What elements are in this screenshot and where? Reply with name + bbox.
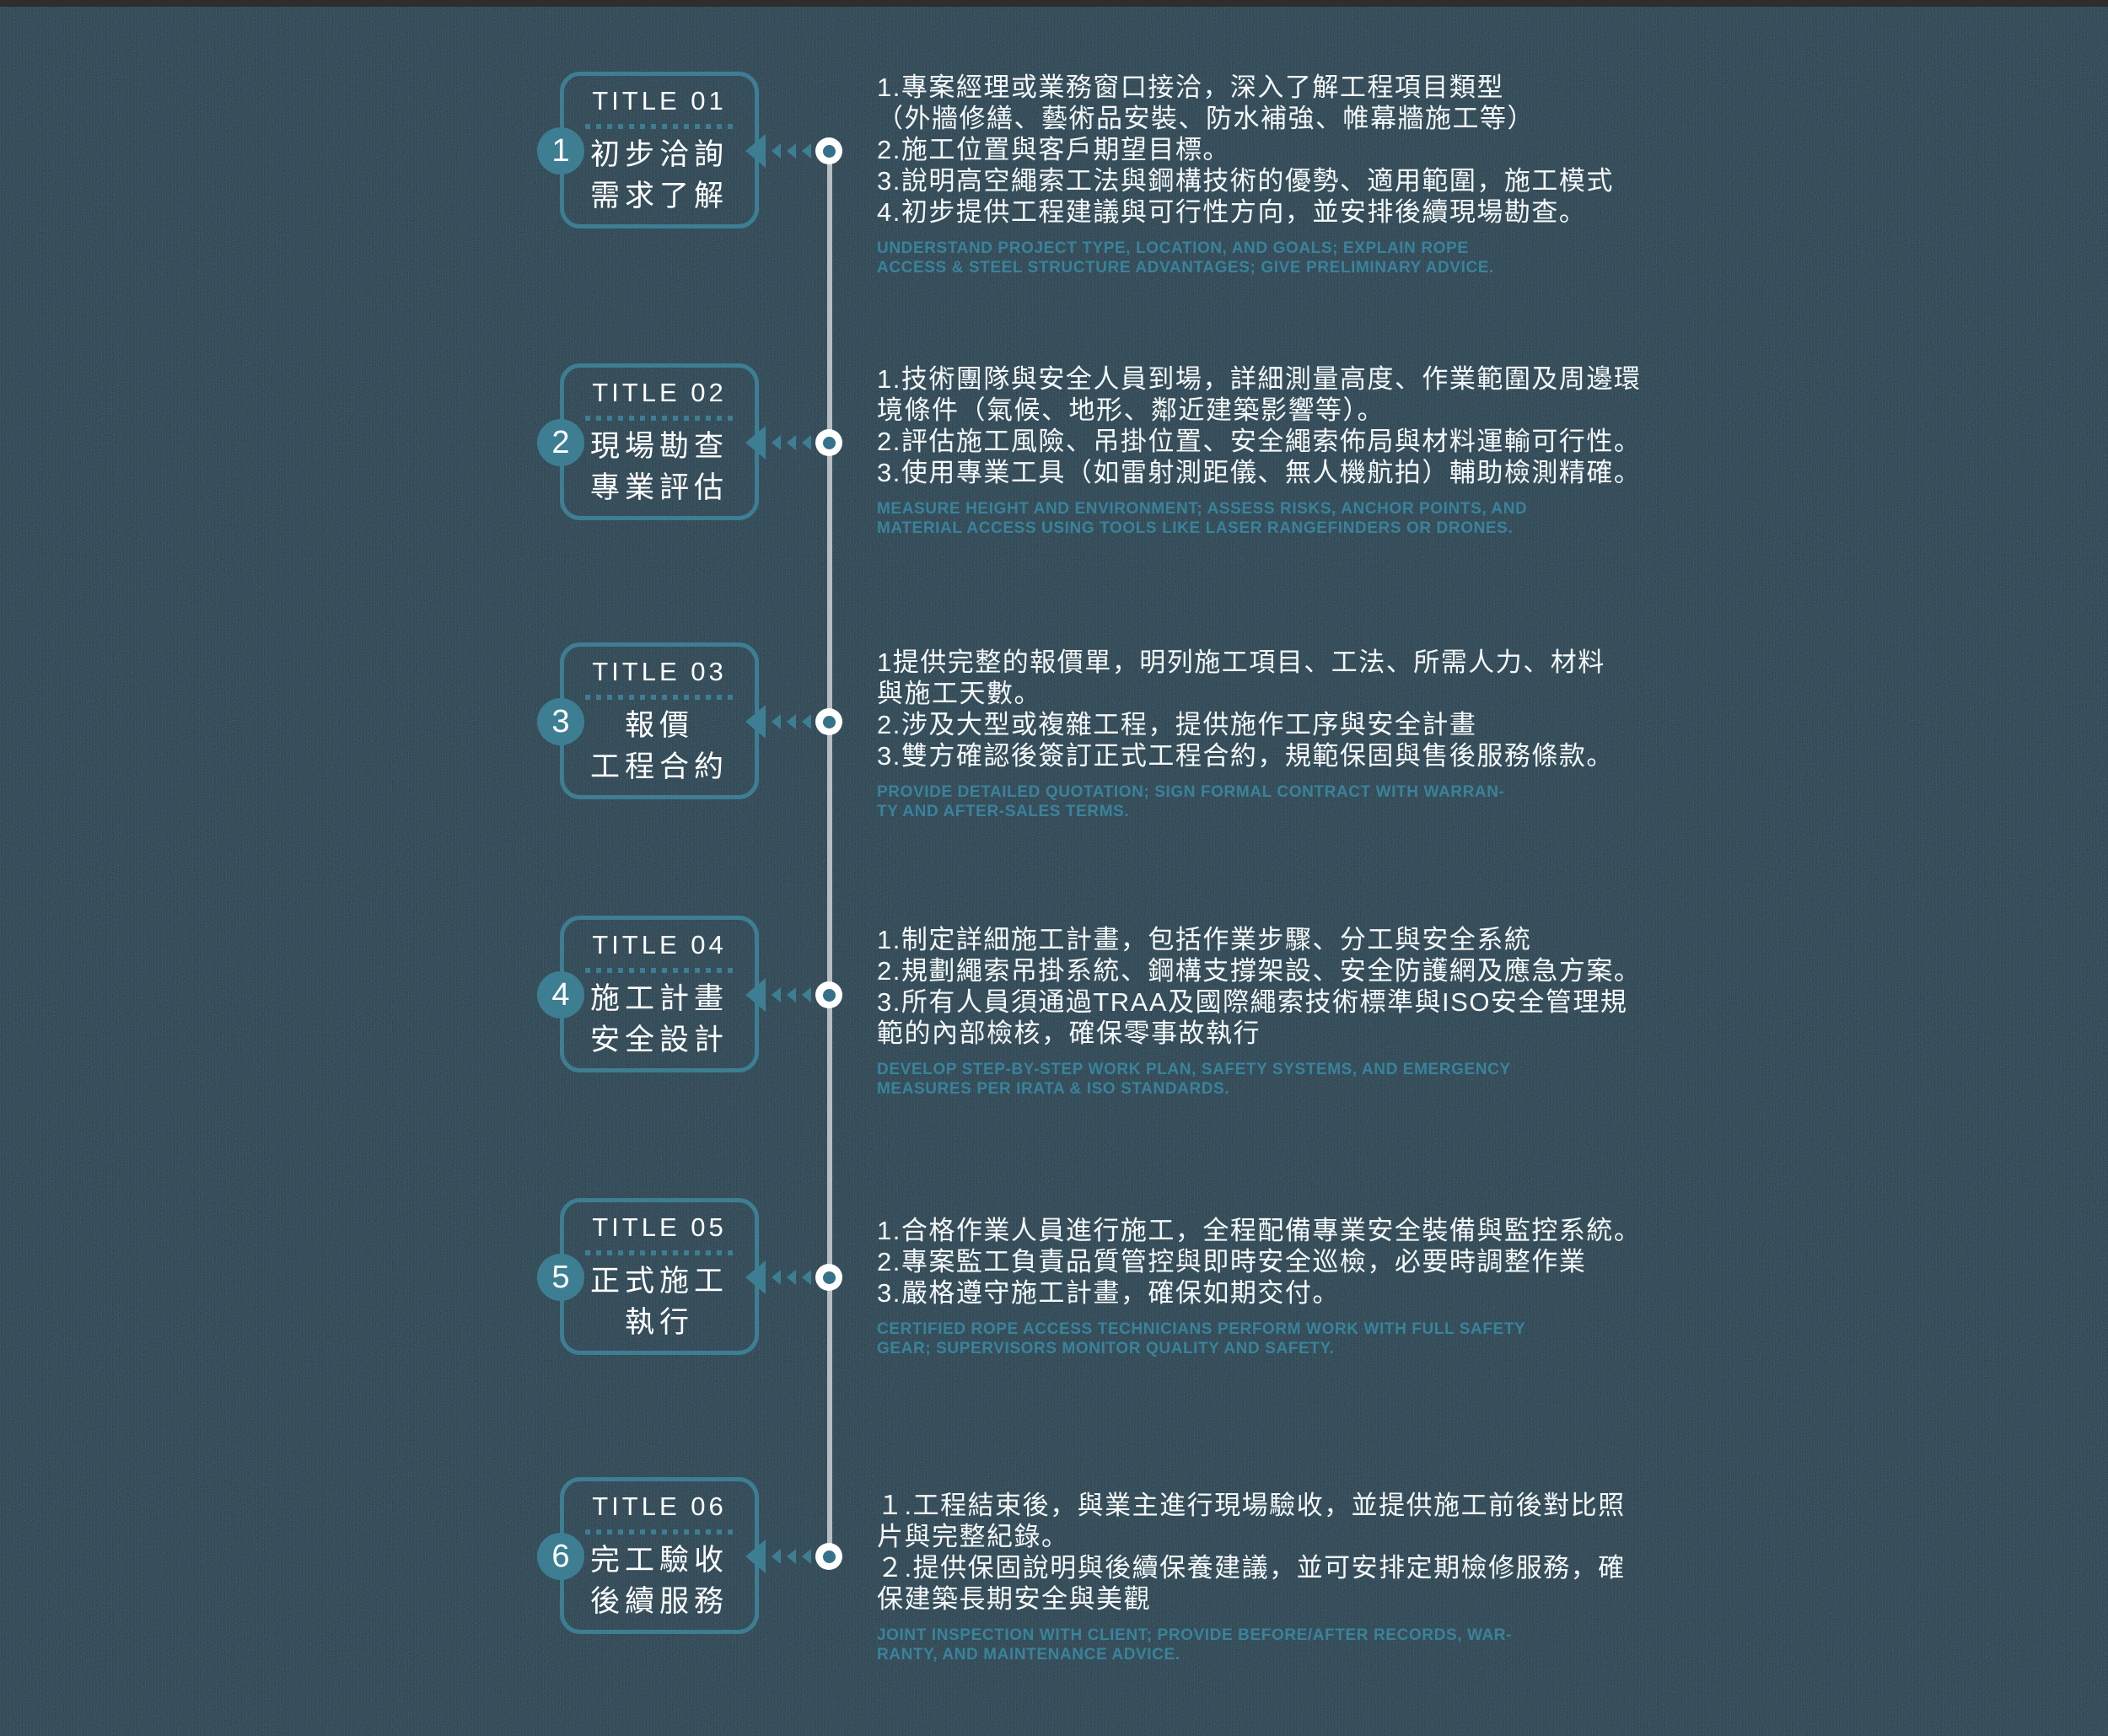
step-details-cn: 1.合格作業人員進行施工，全程配備專業安全裝備與監控系統。 2.專案監工負責品質… [877, 1216, 1642, 1308]
arrow-left-icon [745, 978, 766, 1012]
arrowhead-left-icon [787, 435, 796, 450]
step-title-label: TITLE 01 [592, 86, 727, 116]
step-summary-en: PROVIDE DETAILED QUOTATION; SIGN FORMAL … [877, 783, 1505, 820]
step-title-box: TITLE 01 初步洽詢 需求了解 [560, 72, 759, 228]
arrowhead-left-icon [772, 435, 781, 450]
timeline-node-core [822, 715, 836, 728]
process-step-1: 1 TITLE 01 初步洽詢 需求了解 1.專案經理或業務窗口接洽，深入了解工… [0, 72, 2108, 325]
arrowhead-left-icon [802, 143, 811, 159]
step-title-label: TITLE 04 [592, 930, 727, 959]
arrow-left-icon [745, 705, 766, 739]
dotted-divider [585, 416, 734, 421]
step-summary-en: MEASURE HEIGHT AND ENVIRONMENT; ASSESS R… [877, 500, 1528, 537]
timeline-node-icon [815, 137, 842, 164]
step-title-label: TITLE 06 [592, 1491, 727, 1521]
arrowhead-left-icon [772, 1549, 781, 1564]
process-step-4: 4 TITLE 04 施工計畫 安全設計 1.制定詳細施工計畫，包括作業步驟、分… [0, 916, 2108, 1169]
step-number-badge: 4 [537, 971, 584, 1018]
dotted-divider [585, 1250, 734, 1255]
arrow-left-icon [745, 134, 766, 168]
arrowhead-left-icon [802, 435, 811, 450]
step-text-block: 1提供完整的報價單，明列施工項目、工法、所需人力、材料 與施工天數。 2.涉及大… [877, 647, 2083, 821]
timeline-node-core [822, 144, 836, 158]
arrowhead-left-icon [787, 714, 796, 729]
arrowhead-left-icon [802, 1270, 811, 1285]
step-title-label: TITLE 02 [592, 378, 727, 407]
step-title-cn: 初步洽詢 需求了解 [589, 138, 729, 212]
step-details-cn: １.工程結束後，與業主進行現場驗收，並提供施工前後對比照 片與完整紀錄。 ２.提… [877, 1491, 1626, 1614]
timeline-node-icon [815, 708, 842, 735]
arrowhead-left-icon [802, 1549, 811, 1564]
connector-arrows [745, 426, 826, 460]
arrowhead-left-icon [787, 1270, 796, 1285]
step-text-block: 1.專案經理或業務窗口接洽，深入了解工程項目類型 （外牆修繕、藝術品安裝、防水補… [877, 72, 2083, 277]
dotted-divider [585, 695, 734, 700]
connector-arrows [745, 978, 826, 1012]
step-text-block: 1.制定詳細施工計畫，包括作業步驟、分工與安全系統 2.規劃繩索吊掛系統、鋼構支… [877, 924, 2083, 1099]
step-details-cn: 1.制定詳細施工計畫，包括作業步驟、分工與安全系統 2.規劃繩索吊掛系統、鋼構支… [877, 925, 1642, 1048]
top-edge-strip [0, 0, 2108, 7]
step-details-cn: 1.專案經理或業務窗口接洽，深入了解工程項目類型 （外牆修繕、藝術品安裝、防水補… [877, 73, 1614, 227]
connector-arrows [745, 134, 826, 168]
arrow-left-icon [745, 1260, 766, 1294]
step-number-badge: 3 [537, 698, 584, 745]
arrowhead-left-icon [787, 1549, 796, 1564]
step-title-box: TITLE 06 完工驗收 後續服務 [560, 1477, 759, 1634]
timeline-node-core [822, 436, 836, 449]
arrow-left-icon [745, 426, 766, 460]
step-details-cn: 1.技術團隊與安全人員到場，詳細測量高度、作業範圍及周邊環 境條件（氣候、地形、… [877, 364, 1642, 487]
step-details-cn: 1提供完整的報價單，明列施工項目、工法、所需人力、材料 與施工天數。 2.涉及大… [877, 648, 1614, 771]
step-number-badge: 2 [537, 419, 584, 466]
step-text-block: 1.合格作業人員進行施工，全程配備專業安全裝備與監控系統。 2.專案監工負責品質… [877, 1215, 2083, 1358]
step-title-box: TITLE 04 施工計畫 安全設計 [560, 916, 759, 1072]
step-summary-en: JOINT INSPECTION WITH CLIENT; PROVIDE BE… [877, 1626, 1513, 1663]
arrowhead-left-icon [772, 143, 781, 159]
step-number-badge: 1 [537, 127, 584, 175]
timeline-node-core [822, 1271, 836, 1284]
step-title-label: TITLE 03 [592, 657, 727, 686]
connector-arrows [745, 705, 826, 739]
timeline-node-icon [815, 1264, 842, 1291]
timeline-node-core [822, 988, 836, 1002]
connector-arrows [745, 1540, 826, 1573]
step-text-block: １.工程結束後，與業主進行現場驗收，並提供施工前後對比照 片與完整紀錄。 ２.提… [877, 1490, 2083, 1664]
step-title-cn: 報價 工程合約 [589, 709, 729, 783]
step-summary-en: CERTIFIED ROPE ACCESS TECHNICIANS PERFOR… [877, 1320, 1526, 1357]
process-step-6: 6 TITLE 06 完工驗收 後續服務 １.工程結束後，與業主進行現場驗收，並… [0, 1477, 2108, 1730]
dotted-divider [585, 124, 734, 129]
process-step-2: 2 TITLE 02 現場勘查 專業評估 1.技術團隊與安全人員到場，詳細測量高… [0, 363, 2108, 616]
arrowhead-left-icon [772, 987, 781, 1002]
arrow-left-icon [745, 1540, 766, 1573]
dotted-divider [585, 1529, 734, 1534]
connector-arrows [745, 1260, 826, 1294]
step-title-cn: 正式施工 執行 [589, 1265, 729, 1339]
timeline-node-icon [815, 981, 842, 1008]
arrowhead-left-icon [772, 1270, 781, 1285]
step-title-cn: 現場勘查 專業評估 [589, 430, 729, 504]
step-summary-en: UNDERSTAND PROJECT TYPE, LOCATION, AND G… [877, 239, 1494, 277]
dotted-divider [585, 968, 734, 973]
step-summary-en: DEVELOP STEP-BY-STEP WORK PLAN, SAFETY S… [877, 1061, 1511, 1098]
step-title-label: TITLE 05 [592, 1212, 727, 1242]
step-title-box: TITLE 03 報價 工程合約 [560, 642, 759, 799]
step-text-block: 1.技術團隊與安全人員到場，詳細測量高度、作業範圍及周邊環 境條件（氣候、地形、… [877, 363, 2083, 538]
arrowhead-left-icon [787, 987, 796, 1002]
arrowhead-left-icon [802, 714, 811, 729]
step-number-badge: 5 [537, 1254, 584, 1301]
step-title-box: TITLE 05 正式施工 執行 [560, 1198, 759, 1355]
arrowhead-left-icon [772, 714, 781, 729]
step-number-badge: 6 [537, 1533, 584, 1580]
step-title-cn: 完工驗收 後續服務 [589, 1544, 729, 1618]
process-step-5: 5 TITLE 05 正式施工 執行 1.合格作業人員進行施工，全程配備專業安全… [0, 1198, 2108, 1451]
arrowhead-left-icon [787, 143, 796, 159]
step-title-box: TITLE 02 現場勘查 專業評估 [560, 363, 759, 520]
timeline-node-icon [815, 1543, 842, 1570]
timeline-node-icon [815, 429, 842, 456]
timeline-node-core [822, 1550, 836, 1563]
arrowhead-left-icon [802, 987, 811, 1002]
process-step-3: 3 TITLE 03 報價 工程合約 1提供完整的報價單，明列施工項目、工法、所… [0, 642, 2108, 895]
step-title-cn: 施工計畫 安全設計 [589, 982, 729, 1056]
